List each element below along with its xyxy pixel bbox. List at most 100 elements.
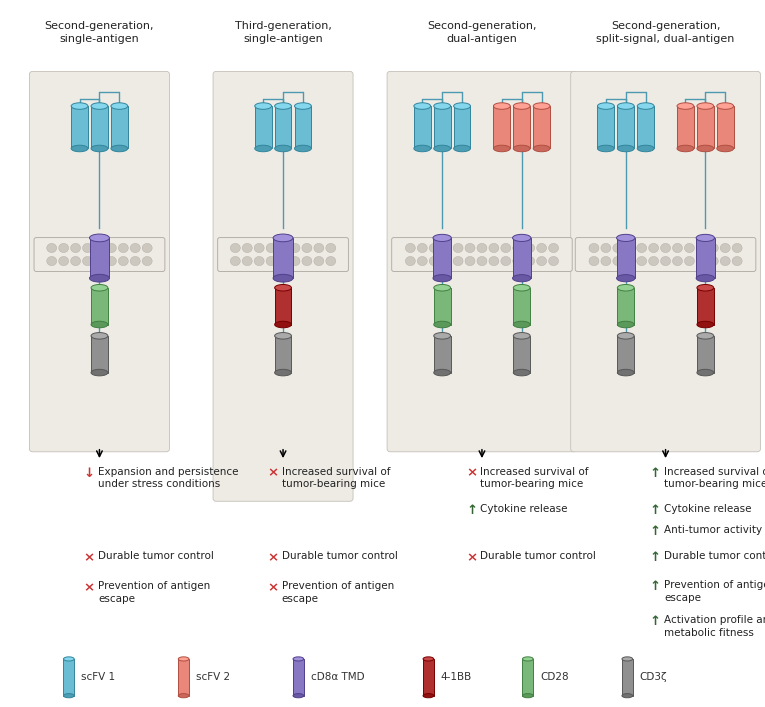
Ellipse shape — [697, 103, 714, 110]
Circle shape — [649, 243, 659, 252]
Circle shape — [429, 257, 439, 266]
Circle shape — [417, 243, 427, 252]
Ellipse shape — [697, 321, 714, 328]
Circle shape — [708, 257, 718, 266]
FancyBboxPatch shape — [696, 238, 715, 278]
Circle shape — [314, 243, 324, 252]
Circle shape — [278, 257, 288, 266]
Ellipse shape — [275, 103, 291, 110]
Circle shape — [266, 243, 276, 252]
Text: Anti-tumor activity: Anti-tumor activity — [664, 525, 762, 534]
Circle shape — [302, 257, 312, 266]
Circle shape — [83, 243, 93, 252]
Circle shape — [142, 243, 152, 252]
Text: ×: × — [267, 581, 278, 594]
Circle shape — [613, 257, 623, 266]
Circle shape — [95, 257, 104, 266]
Circle shape — [278, 243, 288, 252]
Text: CD28: CD28 — [540, 672, 568, 682]
FancyBboxPatch shape — [617, 336, 634, 373]
Circle shape — [513, 257, 522, 266]
FancyBboxPatch shape — [275, 288, 291, 325]
Circle shape — [625, 257, 635, 266]
Circle shape — [625, 243, 635, 252]
Ellipse shape — [513, 103, 530, 110]
Text: Durable tumor control: Durable tumor control — [98, 551, 213, 561]
Ellipse shape — [513, 332, 530, 339]
Ellipse shape — [522, 657, 533, 661]
Ellipse shape — [513, 274, 531, 282]
Ellipse shape — [696, 274, 715, 282]
Ellipse shape — [414, 145, 431, 152]
Circle shape — [537, 243, 546, 252]
Circle shape — [119, 257, 129, 266]
Circle shape — [477, 257, 487, 266]
Text: cD8α TMD: cD8α TMD — [311, 672, 364, 682]
FancyBboxPatch shape — [255, 106, 272, 148]
Circle shape — [549, 257, 558, 266]
Ellipse shape — [91, 369, 108, 376]
Circle shape — [302, 243, 312, 252]
Text: Increased survival of
tumor-bearing mice: Increased survival of tumor-bearing mice — [282, 467, 390, 489]
FancyBboxPatch shape — [571, 71, 760, 452]
Text: ×: × — [83, 551, 95, 564]
FancyBboxPatch shape — [697, 288, 714, 325]
Ellipse shape — [533, 145, 550, 152]
Circle shape — [290, 243, 300, 252]
Circle shape — [130, 257, 140, 266]
Circle shape — [589, 257, 599, 266]
Ellipse shape — [513, 234, 531, 242]
Text: ↑: ↑ — [466, 504, 477, 517]
Ellipse shape — [513, 145, 530, 152]
Circle shape — [441, 257, 451, 266]
Circle shape — [501, 257, 511, 266]
Ellipse shape — [63, 694, 74, 698]
Ellipse shape — [91, 321, 108, 328]
FancyBboxPatch shape — [513, 288, 530, 325]
Circle shape — [589, 243, 599, 252]
Ellipse shape — [434, 321, 451, 328]
Circle shape — [70, 257, 80, 266]
FancyBboxPatch shape — [597, 106, 614, 148]
Ellipse shape — [533, 103, 550, 110]
Ellipse shape — [617, 145, 634, 152]
Ellipse shape — [617, 284, 634, 291]
Circle shape — [672, 243, 682, 252]
Circle shape — [230, 243, 240, 252]
Ellipse shape — [677, 103, 694, 110]
Ellipse shape — [414, 103, 431, 110]
FancyBboxPatch shape — [29, 71, 169, 452]
Ellipse shape — [597, 103, 614, 110]
FancyBboxPatch shape — [293, 659, 304, 696]
Text: Prevention of antigen
escape: Prevention of antigen escape — [98, 581, 210, 604]
Ellipse shape — [434, 145, 451, 152]
FancyBboxPatch shape — [513, 238, 531, 278]
Ellipse shape — [63, 657, 74, 661]
FancyBboxPatch shape — [273, 238, 293, 278]
Ellipse shape — [423, 657, 434, 661]
Circle shape — [501, 243, 511, 252]
Text: CD3ζ: CD3ζ — [640, 672, 667, 682]
FancyBboxPatch shape — [617, 106, 634, 148]
FancyBboxPatch shape — [34, 238, 164, 271]
Ellipse shape — [273, 274, 293, 282]
Circle shape — [636, 243, 646, 252]
Ellipse shape — [617, 369, 634, 376]
Circle shape — [636, 257, 646, 266]
Circle shape — [489, 243, 499, 252]
Text: Durable tumor control: Durable tumor control — [480, 551, 596, 561]
FancyBboxPatch shape — [434, 336, 451, 373]
FancyBboxPatch shape — [392, 238, 572, 271]
Text: Third-generation,
single-antigen: Third-generation, single-antigen — [235, 21, 331, 45]
Text: Expansion and persistence
under stress conditions: Expansion and persistence under stress c… — [98, 467, 239, 489]
Ellipse shape — [622, 657, 633, 661]
Ellipse shape — [697, 145, 714, 152]
Circle shape — [477, 243, 487, 252]
Circle shape — [417, 257, 427, 266]
FancyBboxPatch shape — [295, 106, 311, 148]
Circle shape — [720, 243, 730, 252]
Ellipse shape — [91, 103, 108, 110]
Text: ×: × — [466, 467, 477, 479]
FancyBboxPatch shape — [697, 336, 714, 373]
Text: ↑: ↑ — [649, 580, 661, 592]
